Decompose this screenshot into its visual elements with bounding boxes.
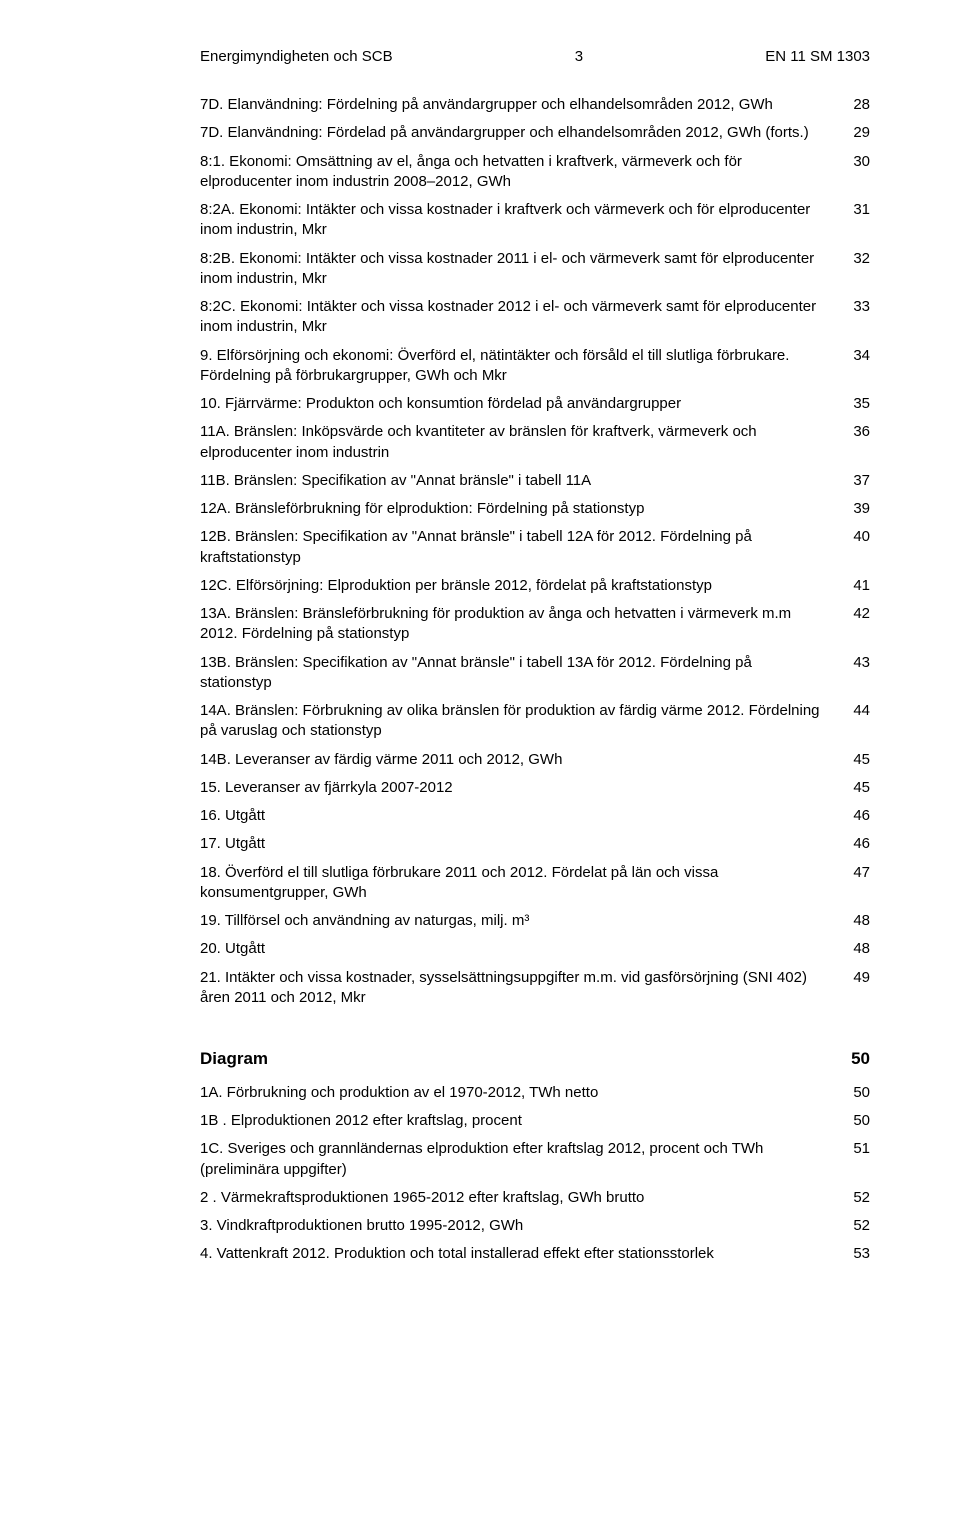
toc-entry-page: 53 [840,1244,870,1264]
toc-entry-page: 44 [840,701,870,721]
toc-entry-text: 8:1. Ekonomi: Omsättning av el, ånga och… [200,152,840,193]
toc-entry: 1C. Sveriges och grannländernas elproduk… [200,1139,870,1180]
toc-entry-text: 21. Intäkter och vissa kostnader, syssel… [200,968,840,1009]
toc-entry-page: 48 [840,939,870,959]
toc-entry: 1B . Elproduktionen 2012 efter kraftslag… [200,1111,870,1131]
toc-entry-page: 47 [840,863,870,883]
toc-entry-page: 45 [840,778,870,798]
toc-entry: 15. Leveranser av fjärrkyla 2007-201245 [200,778,870,798]
toc-entry: 16. Utgått46 [200,806,870,826]
toc-entry: 8:2C. Ekonomi: Intäkter och vissa kostna… [200,297,870,338]
toc-entry-text: 14B. Leveranser av färdig värme 2011 och… [200,750,840,770]
toc-entry: 2 . Värmekraftsproduktionen 1965-2012 ef… [200,1188,870,1208]
toc-entry-text: 12C. Elförsörjning: Elproduktion per brä… [200,576,840,596]
toc-entry-text: 16. Utgått [200,806,840,826]
toc-entry-text: 11B. Bränslen: Specifikation av "Annat b… [200,471,840,491]
toc-entry-page: 52 [840,1216,870,1236]
toc-entry-page: 52 [840,1188,870,1208]
toc-entry-text: 8:2C. Ekonomi: Intäkter och vissa kostna… [200,297,840,338]
toc-entry-page: 50 [840,1083,870,1103]
toc-entry-page: 28 [840,95,870,115]
toc-entry: 8:2B. Ekonomi: Intäkter och vissa kostna… [200,249,870,290]
toc-entry: 8:1. Ekonomi: Omsättning av el, ånga och… [200,152,870,193]
toc-entry-page: 42 [840,604,870,624]
toc-entry: 7D. Elanvändning: Fördelad på användargr… [200,123,870,143]
toc-entry-text: 15. Leveranser av fjärrkyla 2007-2012 [200,778,840,798]
toc-entry: 4. Vattenkraft 2012. Produktion och tota… [200,1244,870,1264]
toc-entry-page: 37 [840,471,870,491]
toc-entry-text: 8:2A. Ekonomi: Intäkter och vissa kostna… [200,200,840,241]
toc-entry-page: 45 [840,750,870,770]
toc-entry: 10. Fjärrvärme: Produkton och konsumtion… [200,394,870,414]
toc-entry: 3. Vindkraftproduktionen brutto 1995-201… [200,1216,870,1236]
toc-entry: 9. Elförsörjning och ekonomi: Överförd e… [200,346,870,387]
toc-entry-text: 12A. Bränsleförbrukning för elproduktion… [200,499,840,519]
toc-entry-text: 7D. Elanvändning: Fördelad på användargr… [200,123,840,143]
toc-entry-page: 41 [840,576,870,596]
toc-entry-text: 9. Elförsörjning och ekonomi: Överförd e… [200,346,840,387]
toc-entry-text: 10. Fjärrvärme: Produkton och konsumtion… [200,394,840,414]
table-of-contents: 7D. Elanvändning: Fördelning på användar… [200,95,870,1265]
toc-entry-page: 32 [840,249,870,269]
toc-entry-page: 43 [840,653,870,673]
toc-entry-page: 51 [840,1139,870,1159]
toc-entry-page: 48 [840,911,870,931]
toc-entry-text: 2 . Värmekraftsproduktionen 1965-2012 ef… [200,1188,840,1208]
toc-entry-text: 19. Tillförsel och användning av naturga… [200,911,840,931]
toc-entry-text: 13B. Bränslen: Specifikation av "Annat b… [200,653,840,694]
header-center: 3 [575,48,583,65]
toc-entry: 20. Utgått48 [200,939,870,959]
toc-entry-page: 36 [840,422,870,442]
toc-entry-text: 14A. Bränslen: Förbrukning av olika brän… [200,701,840,742]
toc-entry-page: 46 [840,806,870,826]
toc-entry: 11A. Bränslen: Inköpsvärde och kvantitet… [200,422,870,463]
toc-entry: 17. Utgått46 [200,834,870,854]
toc-entry-text: 12B. Bränslen: Specifikation av "Annat b… [200,527,840,568]
toc-entry-text: 17. Utgått [200,834,840,854]
diagram-heading-text: Diagram [200,1048,268,1071]
header-right: EN 11 SM 1303 [765,48,870,65]
toc-entry-text: 1A. Förbrukning och produktion av el 197… [200,1083,840,1103]
toc-entry-text: 18. Överförd el till slutliga förbrukare… [200,863,840,904]
diagram-heading-page: 50 [851,1048,870,1071]
toc-entry-text: 20. Utgått [200,939,840,959]
toc-entry-page: 49 [840,968,870,988]
toc-entry: 19. Tillförsel och användning av naturga… [200,911,870,931]
toc-entry-page: 39 [840,499,870,519]
toc-entry: 21. Intäkter och vissa kostnader, syssel… [200,968,870,1009]
toc-entry: 11B. Bränslen: Specifikation av "Annat b… [200,471,870,491]
toc-entry-text: 8:2B. Ekonomi: Intäkter och vissa kostna… [200,249,840,290]
toc-entry: 18. Överförd el till slutliga förbrukare… [200,863,870,904]
toc-entry-page: 30 [840,152,870,172]
toc-entry-page: 50 [840,1111,870,1131]
toc-entry-text: 7D. Elanvändning: Fördelning på användar… [200,95,840,115]
toc-entry-text: 1C. Sveriges och grannländernas elproduk… [200,1139,840,1180]
toc-entry-text: 4. Vattenkraft 2012. Produktion och tota… [200,1244,840,1264]
toc-entry: 13A. Bränslen: Bränsleförbrukning för pr… [200,604,870,645]
toc-entry-page: 34 [840,346,870,366]
toc-entry: 12C. Elförsörjning: Elproduktion per brä… [200,576,870,596]
toc-entry-page: 33 [840,297,870,317]
toc-entry: 12B. Bränslen: Specifikation av "Annat b… [200,527,870,568]
toc-entry: 13B. Bränslen: Specifikation av "Annat b… [200,653,870,694]
page-header: Energimyndigheten och SCB 3 EN 11 SM 130… [200,48,870,65]
toc-entry-page: 29 [840,123,870,143]
diagram-heading: Diagram 50 [200,1048,870,1071]
toc-entry: 8:2A. Ekonomi: Intäkter och vissa kostna… [200,200,870,241]
toc-entry: 14A. Bränslen: Förbrukning av olika brän… [200,701,870,742]
toc-entry-page: 31 [840,200,870,220]
toc-entry-page: 40 [840,527,870,547]
header-left: Energimyndigheten och SCB [200,48,393,65]
toc-entry-text: 1B . Elproduktionen 2012 efter kraftslag… [200,1111,840,1131]
toc-entry: 1A. Förbrukning och produktion av el 197… [200,1083,870,1103]
toc-entry-text: 11A. Bränslen: Inköpsvärde och kvantitet… [200,422,840,463]
toc-entry-page: 35 [840,394,870,414]
toc-entry: 12A. Bränsleförbrukning för elproduktion… [200,499,870,519]
toc-entry-page: 46 [840,834,870,854]
toc-entry-text: 3. Vindkraftproduktionen brutto 1995-201… [200,1216,840,1236]
toc-entry: 7D. Elanvändning: Fördelning på användar… [200,95,870,115]
toc-entry: 14B. Leveranser av färdig värme 2011 och… [200,750,870,770]
toc-entry-text: 13A. Bränslen: Bränsleförbrukning för pr… [200,604,840,645]
